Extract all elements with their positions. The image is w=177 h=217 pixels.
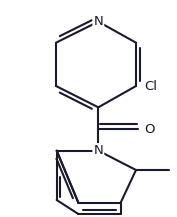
Text: N: N [93, 15, 103, 28]
Text: Cl: Cl [144, 79, 157, 92]
Text: O: O [145, 123, 155, 136]
Text: N: N [93, 144, 103, 157]
